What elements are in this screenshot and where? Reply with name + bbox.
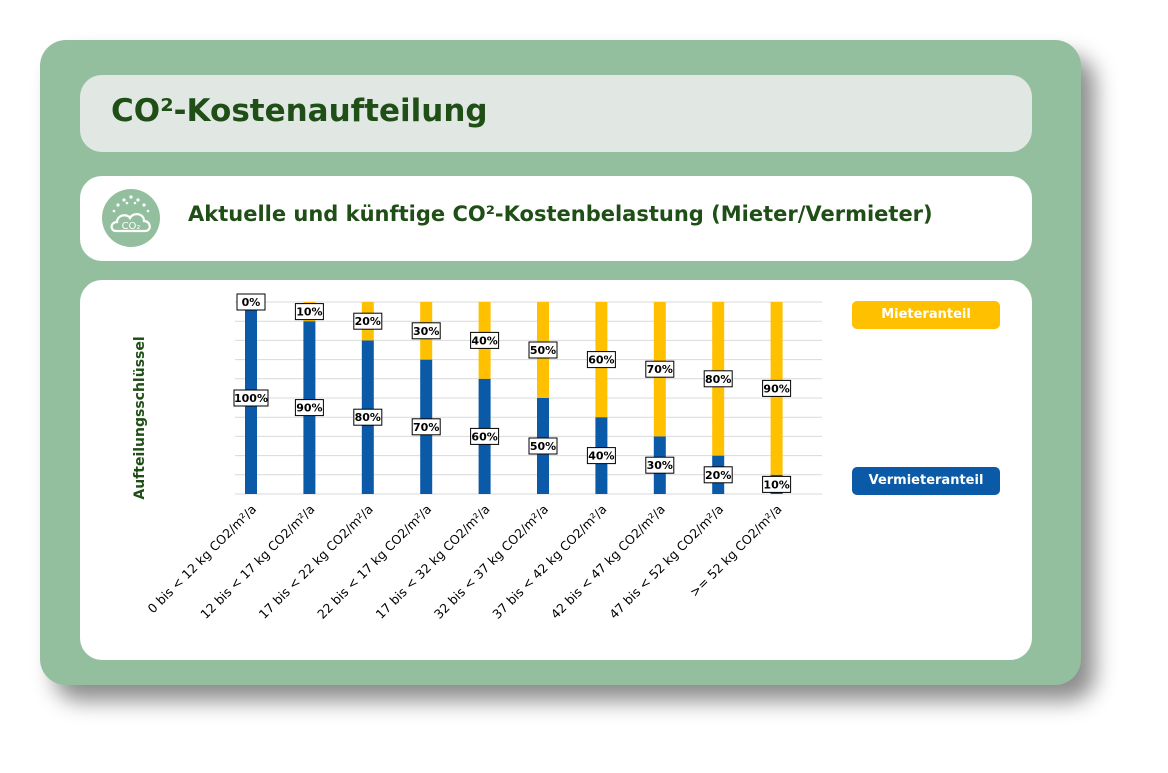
svg-text:10%: 10% bbox=[296, 306, 322, 319]
data-label-mieteranteil: 50% bbox=[528, 341, 558, 359]
data-label-mieteranteil: 70% bbox=[645, 360, 675, 378]
svg-text:100%: 100% bbox=[234, 392, 268, 405]
data-label-vermieteranteil: 10% bbox=[762, 475, 792, 493]
svg-text:10%: 10% bbox=[763, 478, 789, 491]
svg-text:70%: 70% bbox=[413, 421, 439, 434]
data-label-vermieteranteil: 70% bbox=[411, 418, 441, 436]
co2-cloud-icon: CO₂ bbox=[102, 189, 160, 247]
svg-text:60%: 60% bbox=[471, 430, 497, 443]
svg-text:60%: 60% bbox=[588, 354, 614, 367]
svg-text:30%: 30% bbox=[647, 459, 673, 472]
x-tick-label: 0 bis < 12 kg CO2/m²/a bbox=[145, 502, 260, 617]
subtitle: Aktuelle und künftige CO²-Kostenbelastun… bbox=[188, 202, 933, 226]
co2-icon-text: CO₂ bbox=[122, 221, 141, 232]
x-tick-label: 17 bis < 22 kg CO2/m²/a bbox=[256, 502, 376, 622]
svg-text:20%: 20% bbox=[705, 469, 731, 482]
title-panel: CO²-Kostenaufteilung bbox=[80, 75, 1032, 152]
data-label-mieteranteil: 20% bbox=[353, 312, 383, 330]
stacked-bar-chart: 0% 100% 10% 90% 20% 80% 30% 70% 40% 60% 50% 50% 60% 4… bbox=[132, 293, 822, 622]
x-tick-label: 47 bis < 52 kg CO2/m²/a bbox=[606, 502, 726, 622]
data-label-vermieteranteil: 50% bbox=[528, 437, 558, 455]
data-label-vermieteranteil: 100% bbox=[233, 389, 269, 407]
legend-vermieteranteil: Vermieteranteil bbox=[852, 467, 1000, 495]
data-label-vermieteranteil: 20% bbox=[703, 466, 733, 484]
svg-text:0%: 0% bbox=[242, 296, 261, 309]
svg-text:80%: 80% bbox=[705, 373, 731, 386]
x-tick-label: 22 bis < 17 kg CO2/m²/a bbox=[314, 502, 434, 622]
svg-text:90%: 90% bbox=[296, 402, 322, 415]
data-label-mieteranteil: 0% bbox=[236, 293, 266, 311]
x-tick-label: 32 bis < 37 kg CO2/m²/a bbox=[431, 502, 551, 622]
data-label-mieteranteil: 40% bbox=[470, 331, 500, 349]
x-tick-label: 12 bis < 17 kg CO2/m²/a bbox=[197, 502, 317, 622]
x-tick-label: 42 bis < 47 kg CO2/m²/a bbox=[548, 502, 668, 622]
svg-text:50%: 50% bbox=[530, 440, 556, 453]
svg-text:70%: 70% bbox=[647, 363, 673, 376]
data-label-vermieteranteil: 80% bbox=[353, 408, 383, 426]
svg-text:90%: 90% bbox=[763, 382, 789, 395]
page-title: CO²-Kostenaufteilung bbox=[111, 93, 488, 129]
data-label-vermieteranteil: 30% bbox=[645, 456, 675, 474]
data-label-vermieteranteil: 40% bbox=[586, 447, 616, 465]
data-label-vermieteranteil: 60% bbox=[470, 427, 500, 445]
x-tick-label: 17 bis < 32 kg CO2/m²/a bbox=[372, 502, 492, 622]
svg-text:80%: 80% bbox=[355, 411, 381, 424]
legend-mieteranteil: Mieteranteil bbox=[852, 301, 1000, 329]
co2-cloud-graphic: CO₂ bbox=[110, 195, 151, 233]
x-tick-label: 37 bis < 42 kg CO2/m²/a bbox=[489, 502, 609, 622]
svg-text:40%: 40% bbox=[588, 450, 614, 463]
svg-text:50%: 50% bbox=[530, 344, 556, 357]
subtitle-panel: CO₂ Aktuelle und künftige CO²-Kostenbela… bbox=[80, 176, 1032, 261]
data-label-mieteranteil: 60% bbox=[586, 351, 616, 369]
chart-panel: 0% 100% 10% 90% 20% 80% 30% 70% 40% 60% 50% 50% 60% 4… bbox=[80, 280, 1032, 660]
svg-text:40%: 40% bbox=[471, 334, 497, 347]
data-label-mieteranteil: 10% bbox=[294, 303, 324, 321]
main-card: CO²-Kostenaufteilung CO₂ Aktuelle und kü… bbox=[40, 40, 1081, 685]
svg-text:20%: 20% bbox=[355, 315, 381, 328]
data-label-mieteranteil: 80% bbox=[703, 370, 733, 388]
data-label-vermieteranteil: 90% bbox=[294, 399, 324, 417]
y-axis-label: Aufteilungsschlüssel bbox=[132, 336, 148, 499]
svg-text:30%: 30% bbox=[413, 325, 439, 338]
data-label-mieteranteil: 90% bbox=[762, 379, 792, 397]
data-label-mieteranteil: 30% bbox=[411, 322, 441, 340]
